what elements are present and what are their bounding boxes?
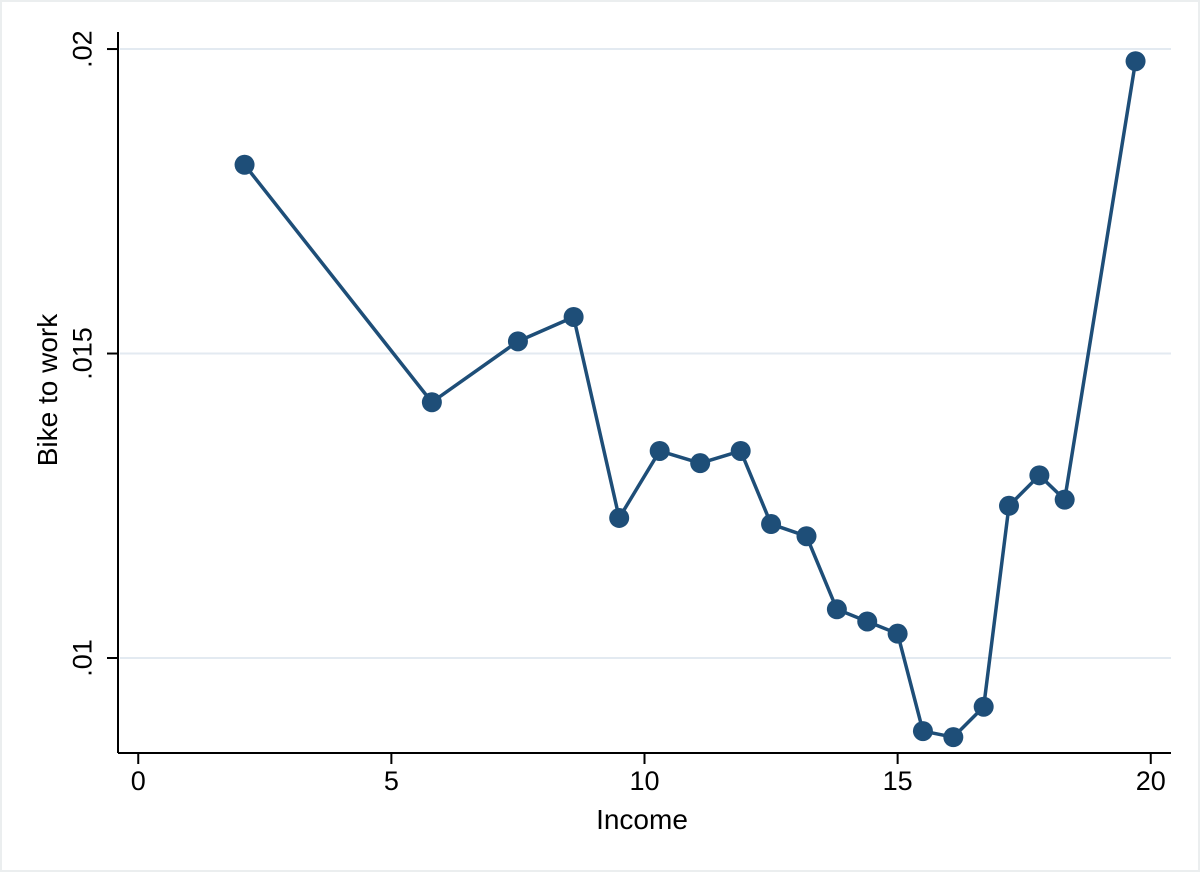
y-axis-title: Bike to work [32, 313, 63, 466]
data-point [887, 623, 908, 644]
data-point [690, 453, 711, 474]
x-axis-title: Income [596, 804, 688, 835]
x-tick-label: 0 [131, 766, 146, 796]
x-tick-label: 5 [384, 766, 399, 796]
data-point [912, 721, 933, 742]
data-point [943, 727, 964, 748]
x-tick-label: 10 [629, 766, 659, 796]
data-point [857, 611, 878, 632]
data-point [999, 495, 1019, 516]
data-point [1029, 465, 1050, 486]
data-point [796, 526, 817, 547]
y-tick-label: .02 [67, 30, 97, 68]
data-point [234, 154, 255, 175]
data-point [826, 599, 847, 620]
data-point [507, 331, 528, 352]
data-point [730, 440, 751, 461]
y-tick-label: .01 [67, 639, 97, 677]
x-tick-label: 15 [883, 766, 913, 796]
plot-render-layer: .01 .015 .02 0 5 10 15 20 [67, 30, 1171, 796]
data-line [242, 59, 1138, 739]
data-point [973, 696, 994, 717]
data-point [1125, 51, 1146, 72]
data-point [761, 514, 782, 535]
data-point [1054, 489, 1075, 510]
x-tick-label: 20 [1136, 766, 1166, 796]
data-point [563, 306, 584, 327]
data-point [421, 392, 442, 413]
data-point [609, 507, 630, 528]
data-point [649, 440, 670, 461]
y-tick-label: .015 [67, 327, 97, 380]
